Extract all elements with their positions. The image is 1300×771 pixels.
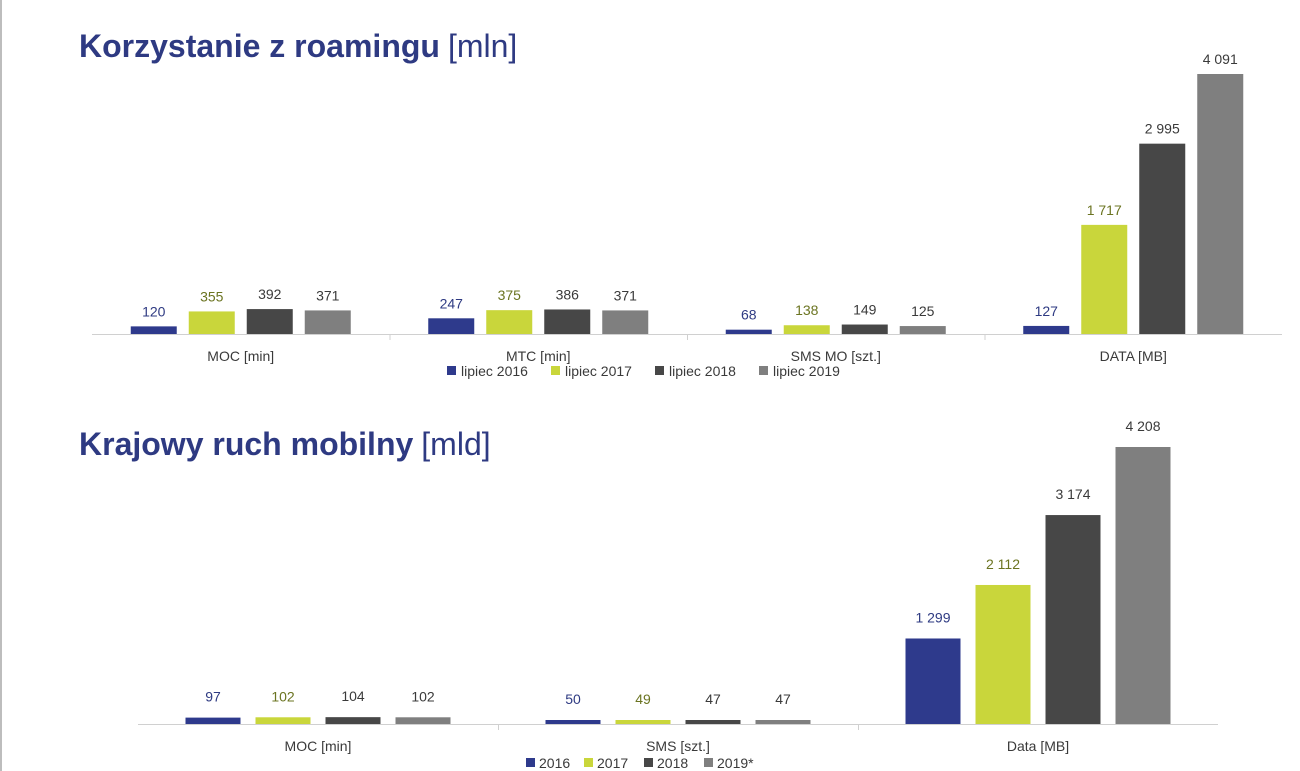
- chart0-data-label: 371: [614, 287, 638, 303]
- chart1-bar: [255, 717, 311, 724]
- chart0-category-label: SMS MO [szt.]: [791, 348, 881, 364]
- chart0-data-label: 127: [1035, 303, 1059, 319]
- chart0-bar: [130, 326, 177, 334]
- chart1-bar: [975, 584, 1031, 724]
- chart0-category-label: MTC [min]: [506, 348, 571, 364]
- chart0-bar: [1139, 143, 1186, 334]
- chart0-data-label: 375: [498, 287, 522, 303]
- chart0-bar: [1081, 224, 1128, 334]
- chart1-data-label: 2 112: [986, 556, 1020, 572]
- chart0-bar: [544, 309, 591, 334]
- chart1-data-label: 102: [411, 688, 435, 704]
- chart0-legend-label: lipiec 2018: [669, 363, 736, 379]
- chart0-bar: [783, 325, 830, 334]
- chart0-legend-swatch: [551, 366, 560, 375]
- chart0-data-label: 371: [316, 287, 340, 303]
- chart1-bar: [615, 720, 671, 724]
- chart0-data-label: 4 091: [1203, 51, 1238, 67]
- chart1-bar: [905, 638, 961, 724]
- chart1-data-label: 102: [271, 688, 295, 704]
- chart1-data-label: 97: [205, 689, 221, 705]
- chart-title-domestic: Krajowy ruch mobilny [mld]: [79, 426, 491, 462]
- chart0-data-label: 386: [556, 286, 580, 302]
- chart0-category-label: MOC [min]: [207, 348, 274, 364]
- chart0-data-label: 1 717: [1087, 202, 1122, 218]
- chart-title-roaming: Korzystanie z roamingu [mln]: [79, 28, 518, 64]
- chart0-bar: [1023, 325, 1070, 334]
- chart1-legend-swatch: [704, 758, 713, 767]
- chart1-category-label: Data [MB]: [1007, 738, 1069, 754]
- chart1-legend-swatch: [526, 758, 535, 767]
- chart1-bar: [395, 717, 451, 724]
- chart0-bar: [1197, 74, 1244, 334]
- chart1-data-label: 3 174: [1055, 486, 1090, 502]
- chart0-bar: [899, 326, 946, 334]
- chart0-bar: [188, 311, 235, 334]
- chart1-bar: [545, 720, 601, 724]
- chart1-legend-label: 2019*: [717, 755, 754, 771]
- chart1-bar: [755, 720, 811, 724]
- chart0-bar: [841, 324, 888, 334]
- chart-unit-roaming: [mln]: [447, 28, 518, 64]
- chart1-bar: [1115, 447, 1171, 724]
- chart0-data-label: 125: [911, 303, 935, 319]
- chart1-bar: [1045, 515, 1101, 724]
- chart1-data-label: 49: [635, 691, 651, 707]
- chart0-category-label: DATA [MB]: [1100, 348, 1167, 364]
- chart0-data-label: 68: [741, 307, 757, 323]
- chart1-data-label: 104: [341, 688, 365, 704]
- chart0-legend-label: lipiec 2019: [773, 363, 840, 379]
- chart0-data-label: 120: [142, 303, 166, 319]
- chart1-data-label: 47: [705, 691, 721, 707]
- chart0-data-label: 149: [853, 302, 877, 318]
- chart0-data-label: 247: [440, 295, 464, 311]
- chart1-legend-swatch: [584, 758, 593, 767]
- chart1-legend-swatch: [644, 758, 653, 767]
- chart0-legend-swatch: [759, 366, 768, 375]
- chart1-data-label: 50: [565, 691, 581, 707]
- chart0-bar: [602, 310, 649, 334]
- chart0-data-label: 355: [200, 288, 224, 304]
- left-border: [0, 0, 2, 771]
- chart0-bar: [428, 318, 475, 334]
- chart0-bar: [725, 329, 772, 334]
- chart0-bar: [246, 309, 293, 334]
- chart0-data-label: 392: [258, 286, 282, 302]
- chart0-legend-label: lipiec 2017: [565, 363, 632, 379]
- chart1-data-label: 1 299: [915, 609, 950, 625]
- chart0-bar: [304, 310, 351, 334]
- chart1-legend-label: 2017: [597, 755, 628, 771]
- chart0-data-label: 2 995: [1145, 121, 1180, 137]
- chart1-bar: [685, 720, 741, 724]
- chart1-category-label: SMS [szt.]: [646, 738, 710, 754]
- chart1-data-label: 47: [775, 691, 791, 707]
- chart0-data-label: 138: [795, 302, 819, 318]
- chart0-legend-label: lipiec 2016: [461, 363, 528, 379]
- chart0-legend-swatch: [655, 366, 664, 375]
- chart1-category-label: MOC [min]: [285, 738, 352, 754]
- chart0-bar: [486, 310, 533, 334]
- chart-unit-domestic: [mld]: [421, 426, 491, 462]
- chart1-legend-label: 2016: [539, 755, 570, 771]
- chart0-legend-swatch: [447, 366, 456, 375]
- chart1-legend-label: 2018: [657, 755, 688, 771]
- chart1-bar: [185, 717, 241, 724]
- chart1-bar: [325, 717, 381, 724]
- chart1-data-label: 4 208: [1125, 418, 1160, 434]
